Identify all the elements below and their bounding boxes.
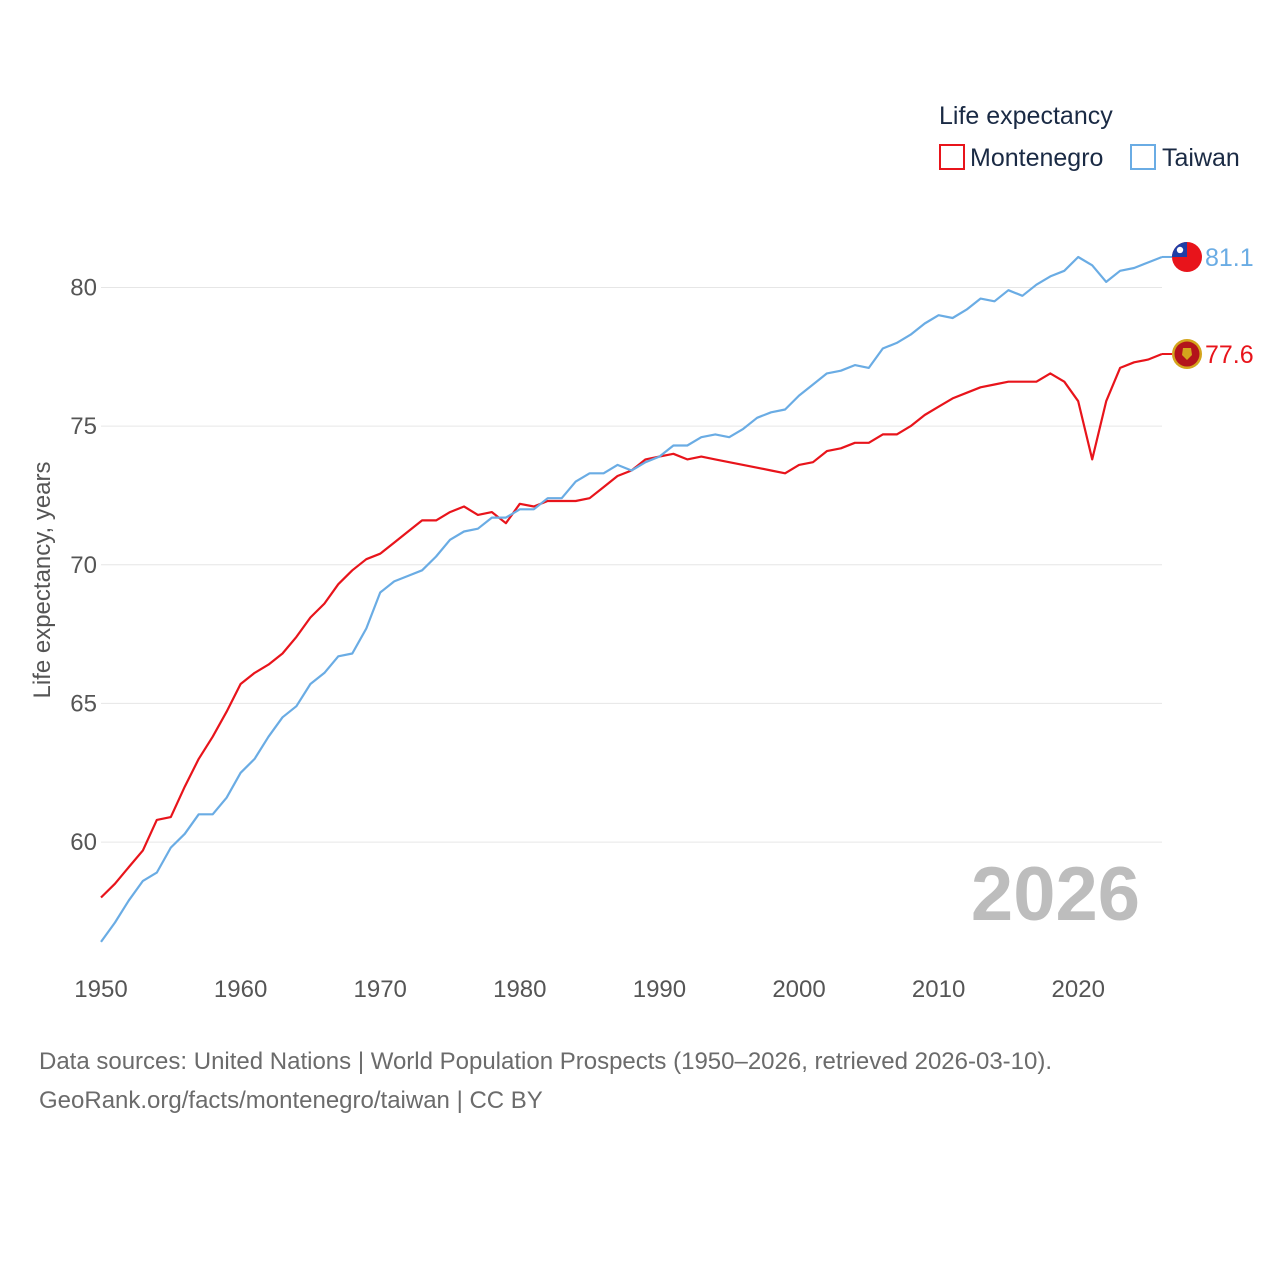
x-tick-label: 2000 [772, 976, 825, 1003]
x-tick-label: 1960 [214, 976, 267, 1003]
end-labels: 77.6 81.1 [1162, 241, 1254, 370]
series-lines [100, 255, 1163, 943]
x-tick-label: 2020 [1052, 976, 1105, 1003]
legend-label-montenegro: Montenegro [970, 144, 1103, 172]
legend: Life expectancy Montenegro Taiwan [939, 102, 1240, 172]
legend-swatch-montenegro [939, 144, 965, 170]
y-axis-ticks: 60 65 70 75 80 [70, 274, 97, 856]
x-tick-label: 1950 [74, 976, 127, 1003]
end-value-label-taiwan: 81.1 [1205, 244, 1254, 272]
montenegro-flag-icon [1172, 339, 1202, 370]
legend-label-taiwan: Taiwan [1162, 144, 1240, 172]
legend-item-taiwan[interactable]: Taiwan [1130, 144, 1240, 172]
gridlines [101, 286, 1162, 843]
footer: Data sources: United Nations | World Pop… [39, 1042, 1052, 1120]
x-tick-label: 1990 [633, 976, 686, 1003]
legend-title: Life expectancy [939, 102, 1113, 130]
y-tick-label: 75 [70, 413, 97, 440]
legend-item-montenegro[interactable]: Montenegro [939, 144, 1103, 172]
end-value-label-montenegro: 77.6 [1205, 341, 1254, 369]
line-chart: 60 65 70 75 80 1950 1960 1970 1980 1990 2000 2010 2… [29, 102, 1254, 1003]
y-tick-label: 80 [70, 274, 97, 301]
x-tick-label: 1980 [493, 976, 546, 1003]
series-line-montenegro[interactable] [100, 352, 1163, 899]
y-tick-label: 70 [70, 552, 97, 579]
y-tick-label: 60 [70, 829, 97, 856]
y-tick-label: 65 [70, 690, 97, 717]
series-line-taiwan[interactable] [100, 255, 1163, 943]
y-axis-title: Life expectancy, years [29, 461, 56, 698]
x-axis-ticks: 1950 1960 1970 1980 1990 2000 2010 2020 [74, 976, 1105, 1003]
taiwan-flag-icon [1172, 241, 1202, 272]
year-watermark: 2026 [971, 852, 1140, 937]
data-source-note: Data sources: United Nations | World Pop… [39, 1048, 1053, 1075]
x-tick-label: 1970 [354, 976, 407, 1003]
x-tick-label: 2010 [912, 976, 965, 1003]
attribution-link[interactable]: GeoRank.org/facts/montenegro/taiwan | CC… [39, 1087, 543, 1114]
legend-swatch-taiwan [1130, 144, 1156, 170]
